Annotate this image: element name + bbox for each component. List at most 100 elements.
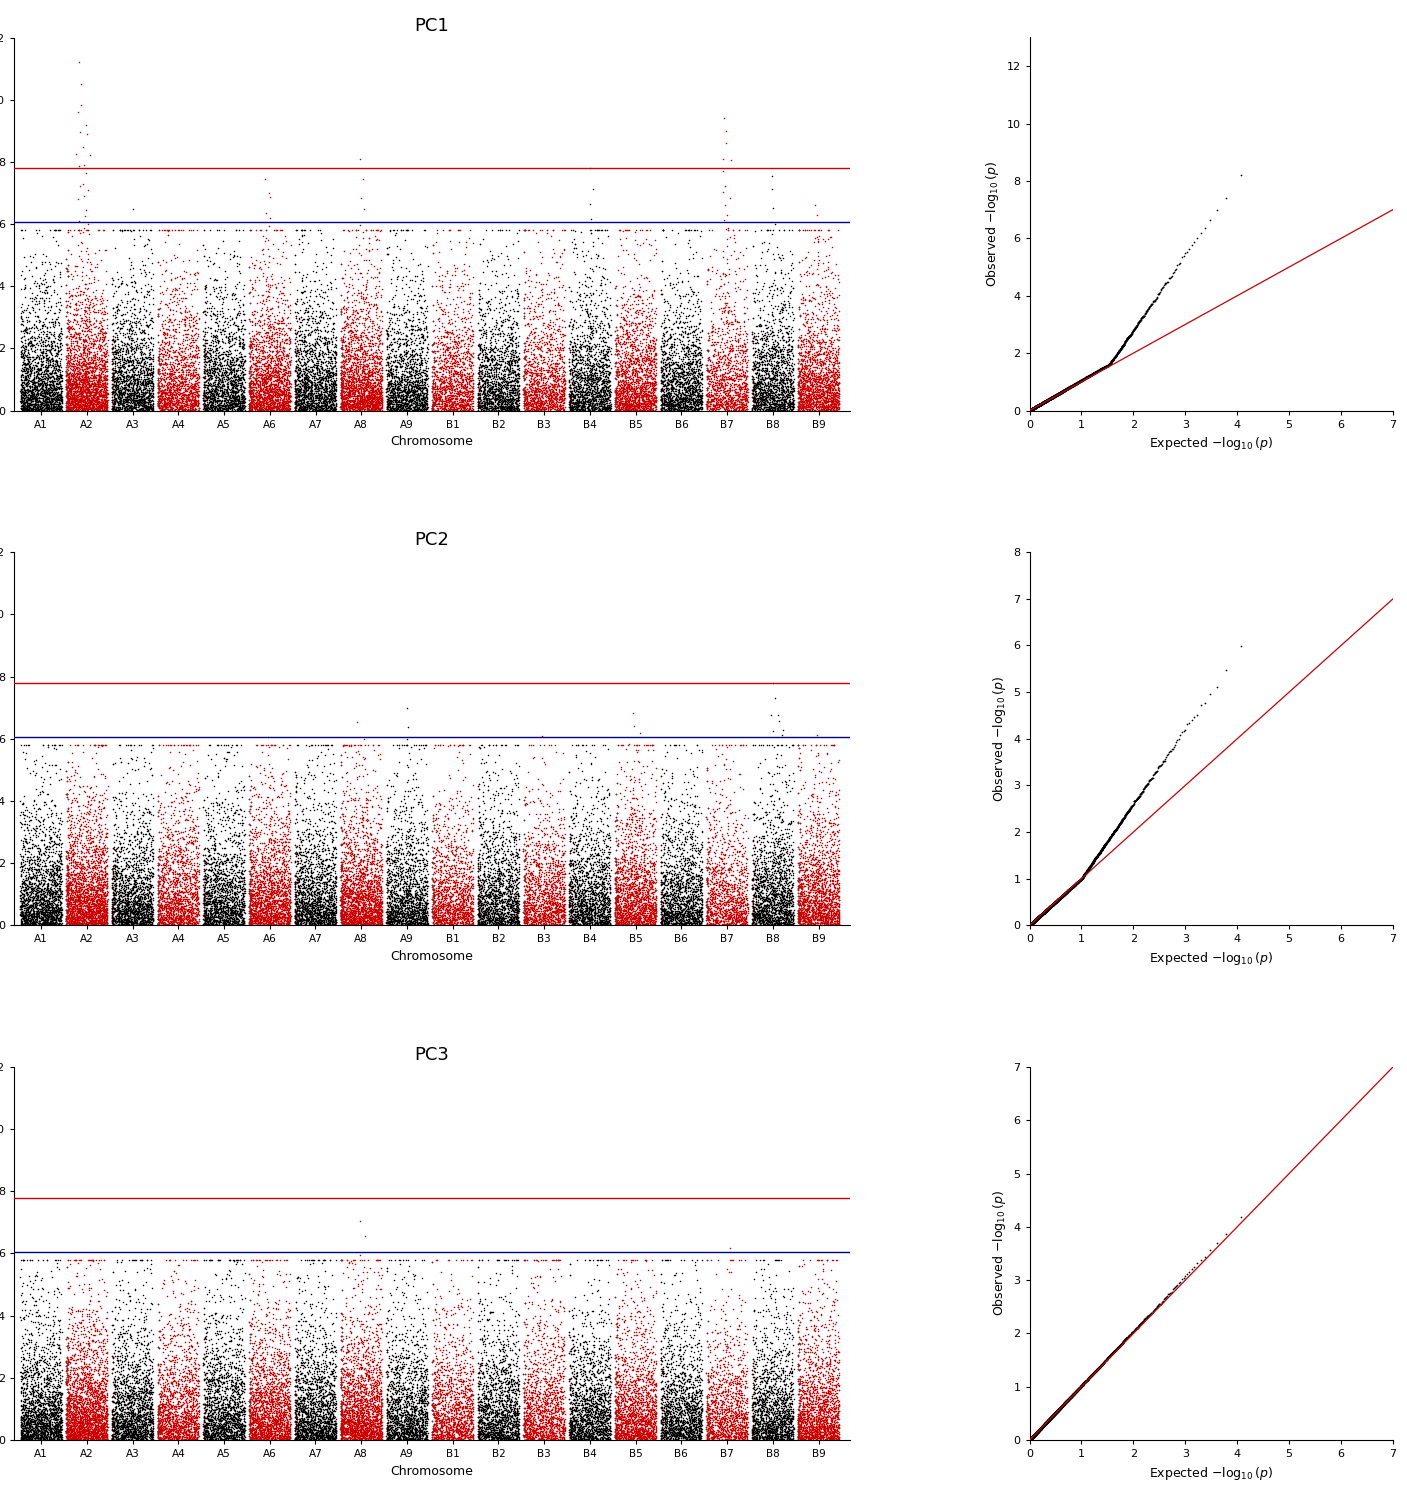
Point [260,879,283,903]
Point [667,369,689,393]
Point [446,1398,469,1422]
Point [560,874,582,898]
Point [286,336,308,360]
Point [746,1407,768,1431]
Point [1138,294,1161,318]
Point [709,1414,732,1438]
Point [90,892,113,916]
Point [701,350,723,374]
Point [321,320,343,344]
Point [111,344,134,368]
Point [1019,399,1041,423]
Point [1083,360,1106,384]
Point [535,358,557,382]
Point [62,1419,84,1443]
Point [747,1419,770,1443]
Point [32,894,55,918]
Point [335,867,357,891]
Point [211,1372,234,1396]
Point [704,855,726,879]
Point [1040,386,1062,410]
Point [1020,1426,1043,1450]
Point [196,1410,218,1434]
Point [70,1410,93,1434]
Point [408,906,431,930]
Point [608,1372,630,1396]
Point [1027,393,1050,417]
Point [1038,1407,1061,1431]
Point [245,384,267,408]
Point [425,1322,447,1346]
Point [1041,892,1064,916]
Point [331,362,353,386]
Point [13,324,35,348]
Point [670,903,692,927]
Point [1026,1420,1048,1444]
Point [1054,1390,1076,1414]
Point [193,886,215,910]
Point [129,1371,152,1395]
Point [778,345,801,369]
Point [1020,912,1043,936]
Point [1104,818,1127,842]
Point [96,1414,118,1438]
Point [1020,1426,1043,1450]
Point [1067,370,1089,394]
Point [1079,363,1102,387]
Point [1019,1426,1041,1450]
Point [48,1396,70,1420]
Point [146,1416,169,1440]
Point [719,326,741,350]
Point [253,372,276,396]
Point [1037,1408,1059,1432]
Point [200,900,222,924]
Point [56,308,79,332]
Point [1106,340,1128,364]
Point [1045,890,1068,914]
Point [217,381,239,405]
Point [107,1300,129,1324]
Point [17,396,39,420]
Point [239,864,262,888]
Point [322,372,345,396]
Point [733,344,756,368]
Point [445,1362,467,1386]
Point [492,891,515,915]
Point [174,1407,197,1431]
Point [568,912,591,936]
Point [689,904,712,928]
Point [300,1252,322,1276]
Point [822,766,844,790]
Point [1029,1418,1051,1442]
Point [89,842,111,866]
Point [678,900,701,924]
Point [1024,396,1047,420]
Point [522,1396,545,1420]
Point [300,891,322,915]
Point [781,1323,803,1347]
Point [367,1424,390,1448]
Point [433,908,456,932]
Point [761,896,784,920]
Point [447,342,470,366]
Point [1071,1372,1093,1396]
Point [314,374,336,398]
Point [260,892,283,916]
Point [401,904,424,928]
Point [1071,865,1093,889]
Point [663,398,685,422]
Point [203,1390,225,1414]
Point [227,358,249,382]
Point [626,398,649,422]
Point [619,908,642,932]
Point [822,350,844,374]
Point [487,394,509,418]
Point [552,1383,574,1407]
Point [741,388,764,412]
Point [680,388,702,412]
Point [227,1248,249,1272]
Point [107,358,129,382]
Point [789,393,812,417]
Point [269,321,291,345]
Point [1045,890,1068,914]
